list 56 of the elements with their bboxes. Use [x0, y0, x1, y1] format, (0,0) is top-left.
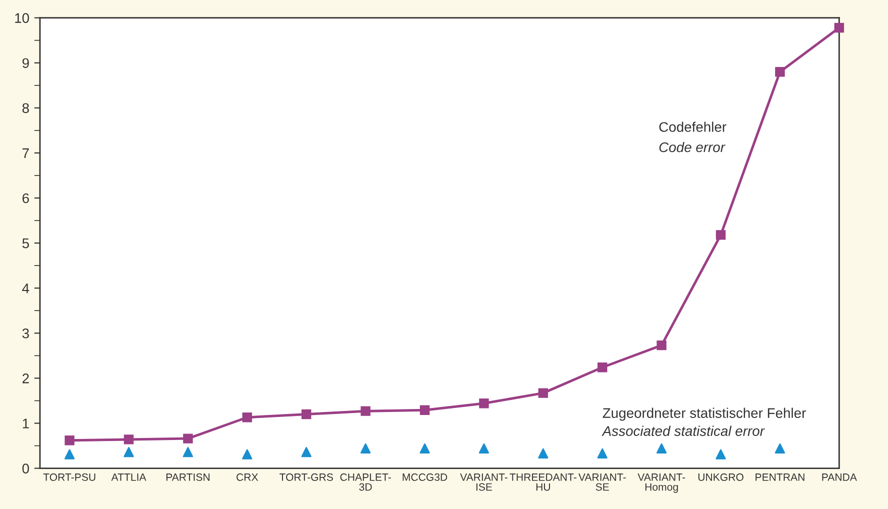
point	[775, 67, 785, 77]
x-tick-label: VARIANT- ISE	[460, 474, 508, 491]
point	[242, 412, 252, 422]
point	[360, 406, 370, 416]
annotation: Associated statistical error	[602, 426, 765, 436]
x-tick-label: PANDA	[822, 474, 857, 481]
x-tick-label: MCCG3D	[402, 473, 448, 481]
annotation: Code error	[659, 142, 726, 152]
y-tick-label: 5	[22, 238, 29, 248]
y-tick-label: 3	[22, 328, 29, 338]
x-tick-label: VARIANT- Homog	[638, 474, 686, 493]
x-tick-label: TORT-PSU	[43, 473, 96, 481]
point	[538, 448, 548, 458]
point	[656, 340, 666, 350]
x-tick-label: VARIANT- SE	[578, 474, 626, 491]
y-tick-label: 10	[15, 13, 29, 23]
point	[656, 443, 667, 454]
x-tick-label: UNKGRO	[698, 473, 744, 481]
point	[834, 22, 844, 33]
point	[478, 443, 490, 454]
point	[182, 446, 194, 458]
y-tick-label: 0	[22, 464, 29, 474]
y-tick-label: 7	[22, 148, 29, 158]
point	[774, 443, 786, 454]
point	[64, 449, 75, 460]
point	[242, 449, 252, 460]
x-tick-label: CHAPLET- 3D	[340, 473, 391, 491]
point	[420, 443, 430, 454]
point	[360, 443, 371, 454]
x-tick-label: ATTLIA	[111, 474, 146, 481]
y-tick-label: 8	[22, 103, 29, 114]
point	[124, 446, 134, 458]
point	[302, 409, 312, 420]
point	[301, 446, 312, 458]
point	[420, 405, 430, 416]
y-tick-label: 6	[22, 193, 29, 204]
x-tick-label: TORT-GRS	[280, 473, 333, 481]
x-tick-label: PENTRAN	[756, 474, 804, 481]
point	[598, 362, 608, 372]
point	[124, 434, 134, 444]
y-tick-label: 4	[22, 284, 30, 294]
point	[538, 388, 548, 398]
x-tick-label: CRX	[236, 473, 258, 481]
point	[64, 435, 74, 446]
point	[479, 398, 489, 408]
y-tick-label: 2	[22, 374, 29, 384]
y-tick-label: 1	[22, 418, 29, 428]
point	[716, 230, 726, 240]
x-tick-label: PARTISN	[166, 473, 210, 481]
point	[597, 448, 608, 458]
annotation: Codefehler	[659, 122, 726, 132]
annotation: Zugeordneter statistischer Fehler	[602, 408, 806, 421]
y-tick-label: 9	[22, 58, 29, 68]
point	[716, 449, 726, 460]
x-tick-label: THREEDANT- HU	[510, 474, 576, 491]
point	[183, 434, 193, 444]
